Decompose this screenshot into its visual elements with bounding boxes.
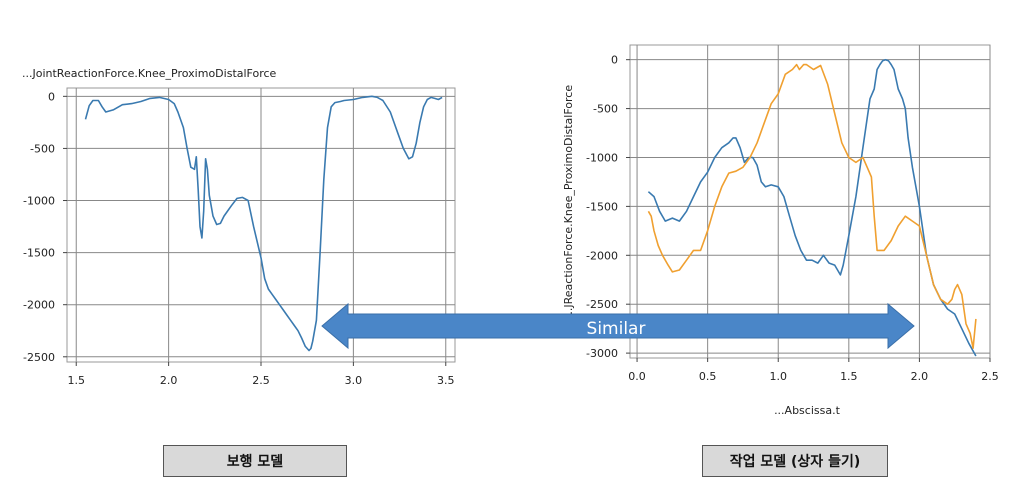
lifting-model-chart: 0.0 0.5 1.0 1.5 2.0 2.5 0 -500 -1000 -1500 -2000 -2… <box>562 44 999 417</box>
lifting-model-caption: 작업 모델 (상자 들기) <box>702 445 888 477</box>
x-tick-label: 1.0 <box>769 370 787 383</box>
y-tick-label: -2500 <box>586 298 618 311</box>
x-tick-label: 0.5 <box>699 370 717 383</box>
x-tick-label: 3.0 <box>345 374 363 387</box>
y-tick-label: -500 <box>593 103 618 116</box>
x-tick-label: 2.0 <box>160 374 178 387</box>
series-line <box>647 63 977 350</box>
y-tick-label: 0 <box>48 90 55 103</box>
x-tick-label: 0.0 <box>628 370 646 383</box>
series-line <box>647 58 977 357</box>
x-tick-label: 2.5 <box>252 374 270 387</box>
plot-frame <box>629 44 991 359</box>
y-tick-label: -2500 <box>23 351 55 364</box>
double-arrow-shape <box>321 302 915 350</box>
series-line <box>84 95 443 352</box>
y-tick-label: -2000 <box>586 249 618 262</box>
y-tick-label: -1500 <box>23 247 55 260</box>
x-axis-label: ...Abscissa.t <box>774 404 841 417</box>
y-tick-label: -2000 <box>23 299 55 312</box>
y-tick-label: -1000 <box>586 151 618 164</box>
walking-model-chart: 1.5 2.0 2.5 3.0 3.5 0 -500 -1000 -1500 -2000 -2500… <box>22 67 456 387</box>
x-tick-label: 2.5 <box>981 370 999 383</box>
chart-title: ...JointReactionForce.Knee_ProximoDistal… <box>22 67 277 80</box>
x-tick-label: 1.5 <box>67 374 85 387</box>
similar-arrow: Similar <box>321 302 915 350</box>
y-tick-label: -1500 <box>586 200 618 213</box>
y-tick-label: 0 <box>611 54 618 67</box>
walking-model-caption: 보행 모델 <box>163 445 347 477</box>
y-axis-label: ...JReactionForce.Knee_ProximoDistalForc… <box>562 85 575 318</box>
similar-label: Similar <box>587 319 646 339</box>
x-tick-label: 1.5 <box>840 370 858 383</box>
x-tick-label: 3.5 <box>437 374 455 387</box>
y-tick-label: -3000 <box>586 347 618 360</box>
x-tick-label: 2.0 <box>911 370 929 383</box>
y-tick-label: -500 <box>30 142 55 155</box>
y-tick-label: -1000 <box>23 195 55 208</box>
